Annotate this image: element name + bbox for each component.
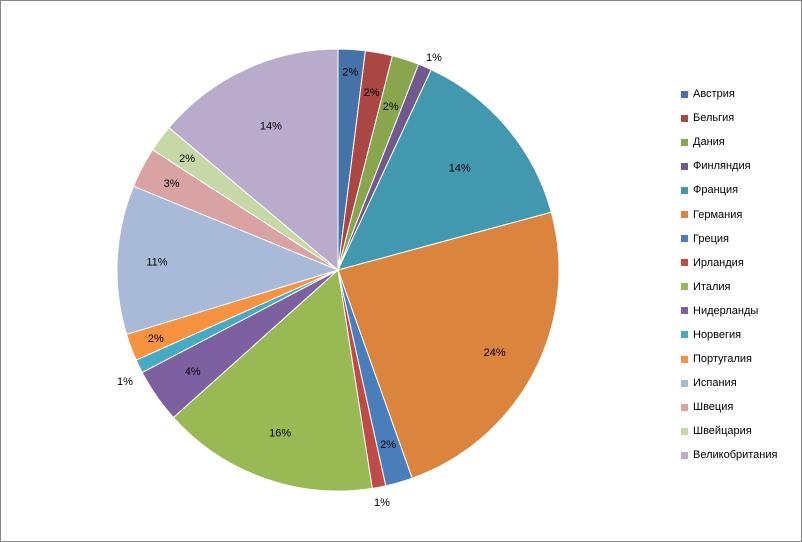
legend-swatch <box>681 283 688 291</box>
legend-swatch <box>681 259 688 267</box>
legend-item: Великобритания <box>681 443 796 467</box>
data-label: 2% <box>380 439 396 451</box>
legend-swatch <box>681 235 688 243</box>
legend-label: Норвегия <box>693 328 742 341</box>
data-label: 2% <box>179 153 195 165</box>
data-label: 2% <box>148 333 164 345</box>
legend-label: Великобритания <box>693 449 778 462</box>
legend-label: Швейцария <box>693 425 752 438</box>
legend-item: Испания <box>681 371 796 395</box>
legend-swatch <box>681 211 688 219</box>
legend-label: Нидерланды <box>693 304 759 317</box>
legend-label: Австрия <box>693 88 735 101</box>
data-label: 1% <box>374 497 390 509</box>
legend-swatch <box>681 355 688 363</box>
legend-item: Финляндия <box>681 154 796 178</box>
pie-slice-16 <box>168 48 339 272</box>
legend-swatch <box>681 379 688 387</box>
data-label: 2% <box>383 101 399 113</box>
data-label: 1% <box>426 52 442 64</box>
pie-slice-9 <box>172 269 373 492</box>
legend-swatch <box>681 114 688 122</box>
data-label: 16% <box>269 427 291 439</box>
legend-item: Швейцария <box>681 419 796 443</box>
legend-swatch <box>681 331 688 339</box>
legend-label: Германия <box>693 208 743 221</box>
legend-swatch <box>681 162 688 170</box>
data-label: 2% <box>364 87 380 99</box>
legend-item: Италия <box>681 275 796 299</box>
data-label: 11% <box>146 257 167 269</box>
data-label: 24% <box>484 347 506 359</box>
legend: Австрия Бельгия Дания Финляндия Франция Герма… <box>681 82 796 468</box>
legend-item: Нидерланды <box>681 299 796 323</box>
legend-label: Швеция <box>693 401 734 414</box>
pie-slice-5 <box>337 68 552 271</box>
data-label: 14% <box>260 121 282 133</box>
data-label: 2% <box>342 66 358 78</box>
legend-label: Португалия <box>693 353 752 366</box>
legend-item: Бельгия <box>681 106 796 130</box>
legend-label: Греция <box>693 232 729 245</box>
legend-label: Франция <box>693 184 739 197</box>
legend-label: Дания <box>693 136 725 149</box>
legend-item: Португалия <box>681 347 796 371</box>
data-label: 4% <box>185 366 201 378</box>
legend-item: Германия <box>681 202 796 226</box>
legend-swatch <box>681 186 688 194</box>
legend-item: Греция <box>681 227 796 251</box>
legend-swatch <box>681 427 688 435</box>
legend-label: Ирландия <box>693 256 744 269</box>
pie-slices <box>116 48 560 492</box>
legend-item: Швеция <box>681 395 796 419</box>
legend-item: Дания <box>681 130 796 154</box>
pie-slice-6 <box>337 211 560 479</box>
legend-swatch <box>681 138 688 146</box>
legend-swatch <box>681 403 688 411</box>
legend-label: Италия <box>693 280 731 293</box>
legend-item: Ирландия <box>681 251 796 275</box>
legend-swatch <box>681 90 688 98</box>
legend-item: Франция <box>681 178 796 202</box>
legend-label: Финляндия <box>693 160 751 173</box>
data-label: 14% <box>449 163 471 175</box>
pie-slice-13 <box>116 185 340 335</box>
legend-item: Норвегия <box>681 323 796 347</box>
data-label: 3% <box>164 178 180 190</box>
legend-label: Испания <box>693 377 737 390</box>
legend-swatch <box>681 307 688 315</box>
legend-swatch <box>681 451 688 459</box>
data-label: 1% <box>117 376 133 388</box>
legend-item: Австрия <box>681 82 796 106</box>
legend-label: Бельгия <box>693 112 735 125</box>
data-labels: 2%2%2%1%14%24%2%1%16%4%1%2%11%3%2%14% <box>117 52 506 509</box>
